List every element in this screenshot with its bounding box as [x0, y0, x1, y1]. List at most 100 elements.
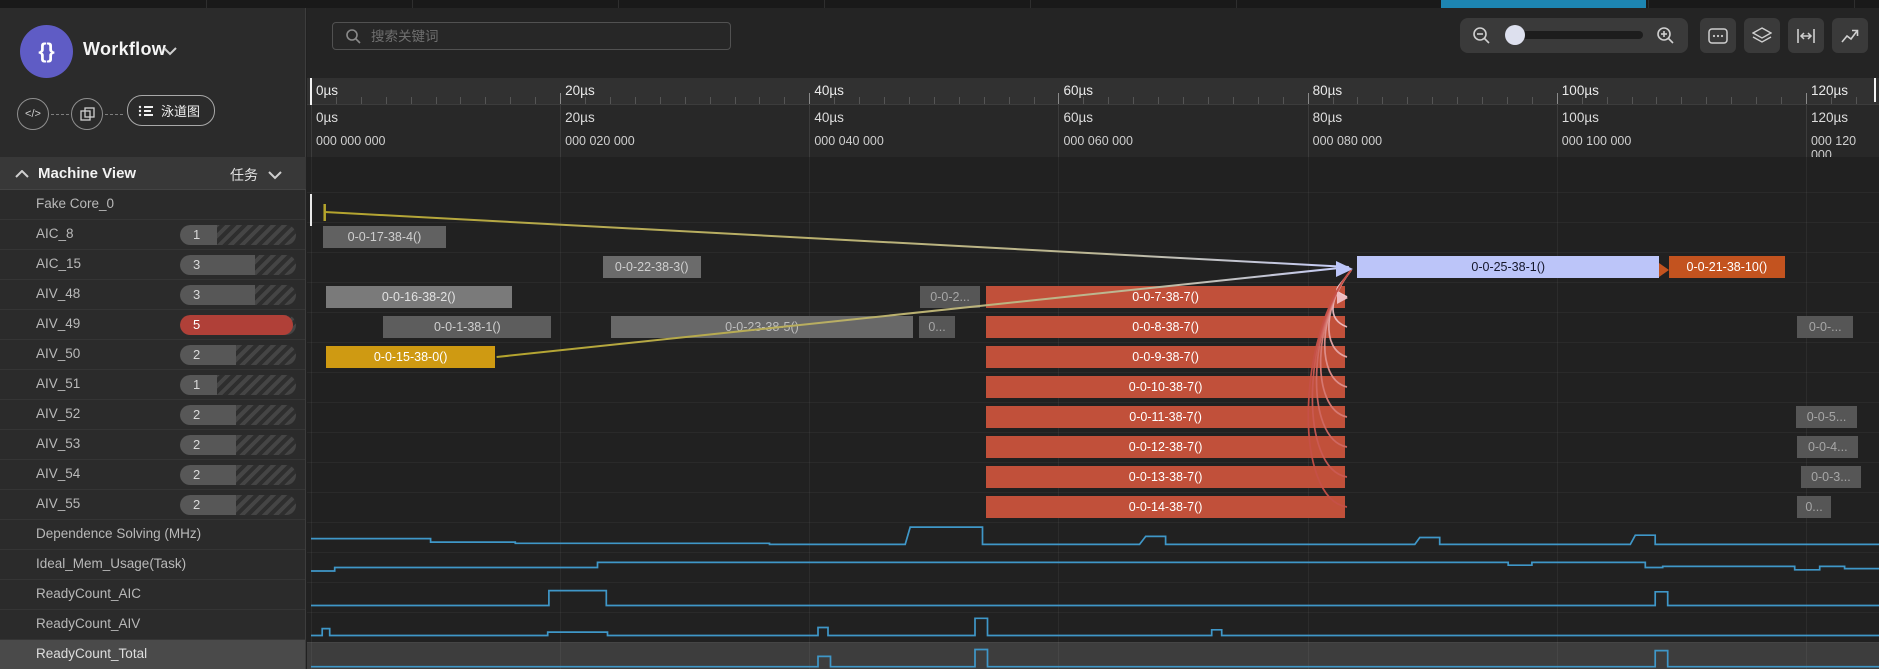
- flow-connector: [51, 114, 69, 115]
- tab-divider: [412, 0, 413, 8]
- ruler-minor-tick: [1108, 97, 1110, 104]
- swimlane-view-button[interactable]: 泳道图: [127, 95, 216, 126]
- sidebar-lane-aiv-53[interactable]: AIV_53 2: [0, 430, 305, 460]
- task-bar[interactable]: 0-0-22-38-3(): [602, 256, 701, 278]
- ruler-minor-tick: [1830, 97, 1832, 104]
- task-count: 2: [193, 437, 201, 452]
- sidebar-lane-aic-15[interactable]: AIC_15 3: [0, 250, 305, 280]
- task-bar[interactable]: 0-0-14-38-7(): [986, 496, 1345, 518]
- ruler-label: 60µs: [1063, 110, 1094, 125]
- task-count: 2: [193, 467, 201, 482]
- zoom-slider-track[interactable]: [1505, 31, 1643, 39]
- zoom-out-icon[interactable]: [1472, 26, 1492, 46]
- machine-view-header[interactable]: Machine View 任务: [0, 157, 306, 190]
- timeline-ruler[interactable]: 0µs 0µs 000 000 000 20µs 20µs 000 020 000 40µs…: [307, 78, 1879, 157]
- search-box[interactable]: [332, 22, 731, 50]
- sidebar-lane-fake-core-0[interactable]: Fake Core_0: [0, 190, 305, 220]
- fit-width-button[interactable]: [1788, 18, 1824, 53]
- task-bar[interactable]: 0...: [1797, 496, 1831, 518]
- sidebar-lane-dependence-solving-mhz-[interactable]: Dependence Solving (MHz): [0, 520, 305, 550]
- ruler-minor-tick: [1432, 97, 1434, 104]
- ruler-separator: [1556, 105, 1558, 157]
- task-bar[interactable]: 0-0-2...: [920, 286, 980, 308]
- ruler-separator: [1058, 105, 1060, 157]
- ruler-separator: [809, 105, 811, 157]
- chevron-down-icon[interactable]: [268, 171, 282, 180]
- ruler-label: 80µs: [1312, 110, 1343, 125]
- lane-label: ReadyCount_Total: [36, 646, 148, 661]
- app-logo[interactable]: {}: [20, 25, 73, 78]
- lane-label: AIV_51: [36, 376, 81, 391]
- task-bar[interactable]: 0-0-15-38-0(): [325, 346, 496, 368]
- trend-chart-button[interactable]: [1832, 18, 1868, 53]
- task-count-badge: 1: [180, 375, 296, 395]
- sidebar-lane-aiv-50[interactable]: AIV_50 2: [0, 340, 305, 370]
- flow-connector: [105, 114, 123, 115]
- task-bar[interactable]: 0-0-10-38-7(): [986, 376, 1345, 398]
- zoom-slider-thumb[interactable]: [1505, 25, 1525, 45]
- lane-separator: [307, 312, 1879, 313]
- sidebar-lane-readycount-aic[interactable]: ReadyCount_AIC: [0, 580, 305, 610]
- task-bar[interactable]: 0-0-7-38-7(): [986, 286, 1345, 308]
- task-bar[interactable]: 0-0-13-38-7(): [986, 466, 1345, 488]
- task-count-badge: 3: [180, 285, 296, 305]
- zoom-in-icon[interactable]: [1656, 26, 1676, 46]
- ruler-minor-tick: [709, 97, 711, 104]
- task-count: 2: [193, 347, 201, 362]
- layers-button[interactable]: [1744, 18, 1780, 53]
- lane-separator: [307, 372, 1879, 373]
- ruler-label: 000 080 000: [1312, 134, 1383, 148]
- ruler-minor-tick: [734, 97, 736, 104]
- ruler-minor-tick: [1257, 97, 1259, 104]
- task-count-badge: 2: [180, 345, 296, 365]
- sidebar-lane-aiv-48[interactable]: AIV_48 3: [0, 280, 305, 310]
- ruler-major-tick: [560, 93, 562, 104]
- sidebar-lane-readycount-total[interactable]: ReadyCount_Total: [0, 640, 305, 669]
- ruler-label: 60µs: [1063, 83, 1094, 98]
- ruler-separator: [311, 105, 312, 157]
- ruler-minor-tick: [1631, 97, 1633, 104]
- task-bar[interactable]: 0-0-1-38-1(): [383, 316, 552, 338]
- gridline: [1556, 157, 1558, 669]
- chevron-down-icon[interactable]: [162, 46, 178, 56]
- task-bar[interactable]: 0-0-23-38-5(): [611, 316, 913, 338]
- task-bar[interactable]: 0-0-...: [1797, 316, 1854, 338]
- layers-step-button[interactable]: [71, 98, 103, 130]
- sidebar-lane-aiv-55[interactable]: AIV_55 2: [0, 490, 305, 520]
- task-bar[interactable]: 0-0-16-38-2(): [325, 286, 512, 308]
- task-bar[interactable]: 0-0-17-38-4(): [323, 226, 446, 248]
- trace-chart[interactable]: 0-0-17-38-4() 0-0-22-38-3() 0-0-25-38-1() 0…: [307, 157, 1879, 669]
- task-bar[interactable]: 0-0-21-38-10(): [1668, 256, 1785, 278]
- task-bar[interactable]: 0-0-8-38-7(): [986, 316, 1345, 338]
- search-input[interactable]: [369, 27, 703, 45]
- task-bar[interactable]: 0-0-4...: [1797, 436, 1859, 458]
- task-bar[interactable]: 0-0-5...: [1795, 406, 1858, 428]
- ruler-minor-tick: [410, 97, 412, 104]
- code-step-button[interactable]: </>: [17, 98, 49, 130]
- task-bar[interactable]: 0-0-25-38-1(): [1357, 256, 1659, 278]
- ruler-label: 0µs: [316, 110, 339, 125]
- card-view-button[interactable]: [1700, 18, 1736, 53]
- collapse-chevron-icon[interactable]: [15, 170, 29, 178]
- active-tab-indicator[interactable]: [1441, 0, 1646, 8]
- sidebar-lane-readycount-aiv[interactable]: ReadyCount_AIV: [0, 610, 305, 640]
- task-bar[interactable]: 0-0-9-38-7(): [986, 346, 1345, 368]
- task-filter-dropdown[interactable]: 任务: [230, 167, 258, 183]
- ruler-minor-tick: [908, 97, 910, 104]
- task-bar[interactable]: 0-0-3...: [1800, 466, 1861, 488]
- sidebar-lane-aic-8[interactable]: AIC_8 1: [0, 220, 305, 250]
- lane-separator: [307, 402, 1879, 403]
- sidebar-lane-ideal-mem-usage-task-[interactable]: Ideal_Mem_Usage(Task): [0, 550, 305, 580]
- task-bar[interactable]: 0-0-11-38-7(): [986, 406, 1345, 428]
- sidebar-lane-aiv-54[interactable]: AIV_54 2: [0, 460, 305, 490]
- ruler-label: 20µs: [565, 83, 595, 98]
- task-bar[interactable]: 0-0-12-38-7(): [986, 436, 1345, 458]
- lane-separator: [307, 192, 1879, 193]
- task-bar[interactable]: 0...: [918, 316, 956, 338]
- ruler-label: 0µs: [316, 83, 339, 98]
- sidebar-lane-aiv-52[interactable]: AIV_52 2: [0, 400, 305, 430]
- sidebar-lane-aiv-49[interactable]: AIV_49 5: [0, 310, 305, 340]
- task-count: 5: [193, 317, 201, 332]
- sidebar-lane-aiv-51[interactable]: AIV_51 1: [0, 370, 305, 400]
- ruler-label: 100µs: [1561, 110, 1599, 125]
